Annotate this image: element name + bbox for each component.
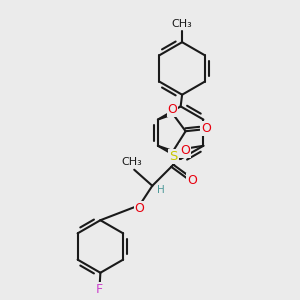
Text: O: O	[180, 144, 190, 157]
Text: CH₃: CH₃	[121, 157, 142, 166]
Text: F: F	[96, 283, 103, 296]
Text: O: O	[188, 174, 197, 187]
Text: S: S	[169, 150, 178, 164]
Text: O: O	[134, 202, 144, 215]
Text: H: H	[157, 185, 164, 195]
Text: CH₃: CH₃	[172, 19, 193, 29]
Text: O: O	[168, 103, 177, 116]
Text: O: O	[201, 122, 211, 135]
